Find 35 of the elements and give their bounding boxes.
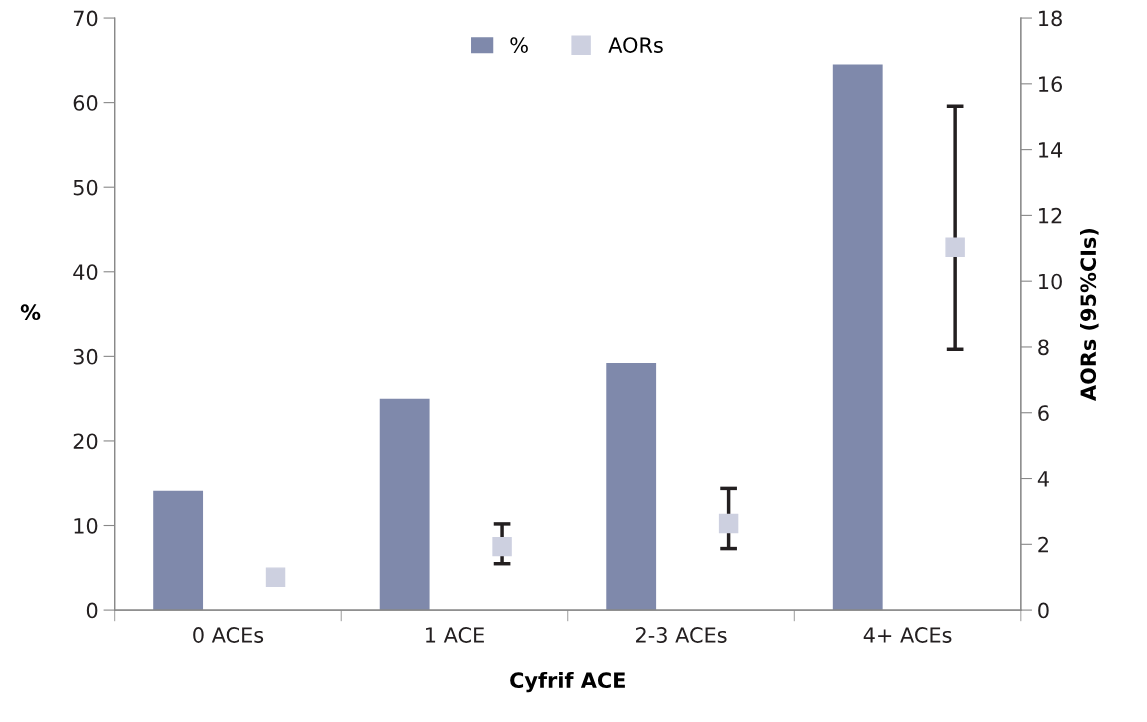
bar: [606, 363, 657, 611]
y-tick-label: 20: [73, 433, 98, 450]
point: [265, 567, 286, 587]
point: [945, 237, 965, 258]
legend-label: AORs: [608, 37, 663, 53]
y-tick-label: 0: [86, 602, 98, 619]
y2-tick-label: 16: [1039, 76, 1062, 93]
bar: [832, 64, 883, 611]
legend-label: %: [510, 37, 528, 53]
bar: [379, 398, 430, 611]
y2-tick-label: 18: [1039, 10, 1062, 27]
x-tick-label: 1 ACE: [426, 627, 484, 643]
y2-tick-label: 0: [1038, 602, 1049, 619]
y2-tick-label: 4: [1037, 471, 1049, 487]
y-tick-label: 50: [73, 179, 98, 196]
x-tick-label: 2-3 ACEs: [636, 627, 727, 643]
x-axis-title: Cyfrif ACE: [510, 671, 625, 693]
y2-tick-label: 10: [1039, 273, 1062, 290]
y2-tick-label: 2: [1038, 536, 1048, 553]
y-tick-label: 70: [73, 10, 98, 27]
y2-tick-label: 12: [1039, 207, 1062, 224]
point: [492, 536, 512, 557]
x-tick-label: 4+ ACEs: [863, 627, 952, 643]
y-tick-label: 40: [73, 264, 98, 280]
y2-axis-title: AORs (95%CIs): [1080, 228, 1099, 401]
x-tick-label: 0 ACEs: [193, 627, 264, 643]
y2-tick-label: 6: [1038, 405, 1049, 421]
y2-tick-label: 8: [1038, 339, 1049, 356]
y-tick-label: 60: [73, 95, 98, 111]
y2-tick-label: 14: [1039, 142, 1063, 158]
point: [718, 513, 739, 534]
y-tick-label: 10: [74, 517, 98, 534]
y-tick-label: 30: [73, 348, 98, 365]
bar: [153, 490, 204, 611]
y-axis-title: %: [20, 304, 41, 321]
